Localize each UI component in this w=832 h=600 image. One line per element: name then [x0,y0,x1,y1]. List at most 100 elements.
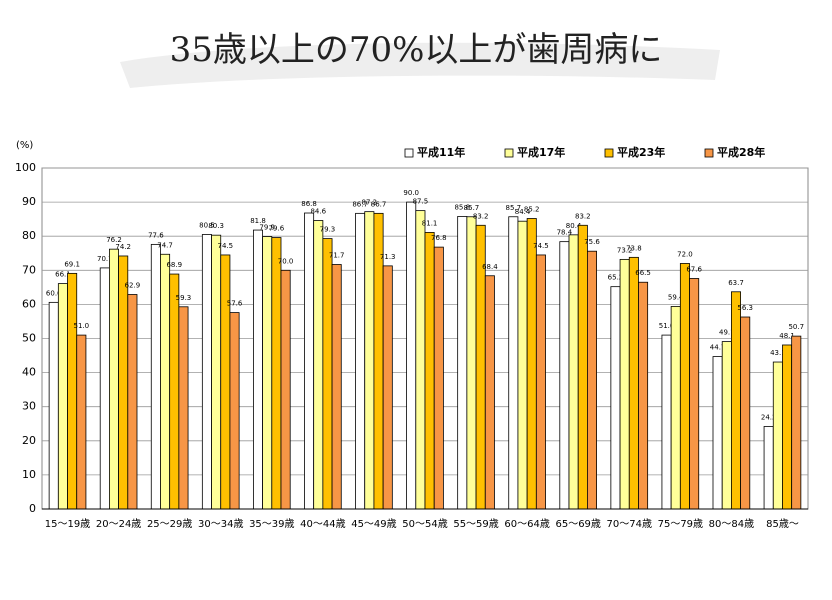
bar [211,234,222,510]
legend-swatch [604,148,614,158]
value-label: 77.6 [148,231,164,239]
value-label: 50.7 [788,323,804,331]
bar [587,250,598,510]
value-label: 70.7 [97,255,113,263]
value-label: 84.6 [310,208,326,216]
value-label: 86.8 [301,200,317,208]
bar [67,272,78,510]
value-label: 90.0 [403,189,419,197]
x-tick-label: 70〜74歳 [607,518,652,530]
bar [57,283,68,510]
bar [178,306,189,510]
bar [252,229,263,510]
y-tick-label: 40 [22,366,36,379]
value-label: 83.2 [473,212,489,220]
value-label: 74.2 [115,243,131,251]
y-axis-label: (%) [16,140,33,151]
value-label: 74.5 [218,242,234,250]
bar [731,291,742,510]
bar [791,335,802,510]
value-label: 49.1 [719,329,735,337]
bar [150,243,161,510]
y-tick-label: 80 [22,229,36,242]
bar [638,281,649,510]
x-tick-label: 25〜29歳 [147,518,192,530]
legend-swatch [404,148,414,158]
value-label: 67.6 [686,265,702,273]
x-tick-label: 65〜69歳 [555,518,600,530]
legend-label: 平成17年 [517,145,565,159]
bar [382,265,393,510]
y-tick-label: 20 [22,434,36,447]
y-tick-label: 100 [15,161,36,174]
bar [76,334,87,510]
bar [220,254,231,510]
y-tick-label: 60 [22,297,36,310]
value-label: 80.4 [566,222,582,230]
value-label: 59.4 [668,293,684,301]
value-label: 85.7 [464,204,480,212]
value-label: 71.3 [380,253,396,261]
legend-label: 平成28年 [717,145,765,159]
value-label: 56.3 [737,304,753,312]
x-tick-label: 75〜79歳 [658,518,703,530]
bar [661,334,672,510]
bar [559,241,570,510]
bar [782,344,793,510]
y-tick-label: 90 [22,195,36,208]
y-tick-label: 10 [22,468,36,481]
bar [484,275,495,510]
value-label: 73.8 [626,244,642,252]
value-label: 51.0 [74,322,90,330]
value-label: 85.2 [524,205,540,213]
bar [322,238,333,510]
bar [406,201,417,510]
bar [271,237,282,510]
value-label: 84.4 [515,208,531,216]
x-tick-label: 30〜34歳 [198,518,243,530]
value-label: 62.9 [125,282,141,290]
y-tick-label: 70 [22,263,36,276]
bar [772,361,783,510]
bar [610,286,621,510]
legend-swatch [704,148,714,158]
bar [628,256,639,510]
bar [331,264,342,510]
bar [517,220,528,510]
value-label: 87.5 [413,198,429,206]
value-label: 66.5 [635,269,651,277]
value-label: 81.8 [250,217,266,225]
value-label: 85.7 [506,204,522,212]
x-tick-label: 15〜19歳 [45,518,90,530]
bar [526,218,537,510]
value-label: 48.1 [779,332,795,340]
bar [740,316,751,510]
chart-title: 35歳以上の70%以上が歯周病に [170,30,663,70]
bar [763,426,774,510]
bar [118,255,129,510]
value-label: 70.0 [278,257,294,265]
x-tick-label: 80〜84歳 [709,518,754,530]
x-tick-label: 50〜54歳 [402,518,447,530]
x-tick-label: 60〜64歳 [504,518,549,530]
bar [721,341,732,510]
bar [262,236,273,510]
legend-label: 平成23年 [617,145,665,159]
value-label: 68.9 [166,261,182,269]
value-label: 74.7 [157,241,173,249]
bar [424,232,435,510]
y-tick-label: 50 [22,332,36,345]
value-label: 71.7 [329,252,345,260]
value-label: 74.5 [533,242,549,250]
x-tick-label: 85歳〜 [766,518,799,530]
bar [201,234,212,510]
x-tick-label: 20〜24歳 [96,518,141,530]
bar [689,278,700,510]
bar [457,216,468,510]
value-label: 24.2 [761,413,777,421]
value-label: 63.7 [728,279,744,287]
value-label: 86.7 [352,200,368,208]
value-label: 59.3 [176,294,192,302]
value-label: 79.6 [269,225,285,233]
